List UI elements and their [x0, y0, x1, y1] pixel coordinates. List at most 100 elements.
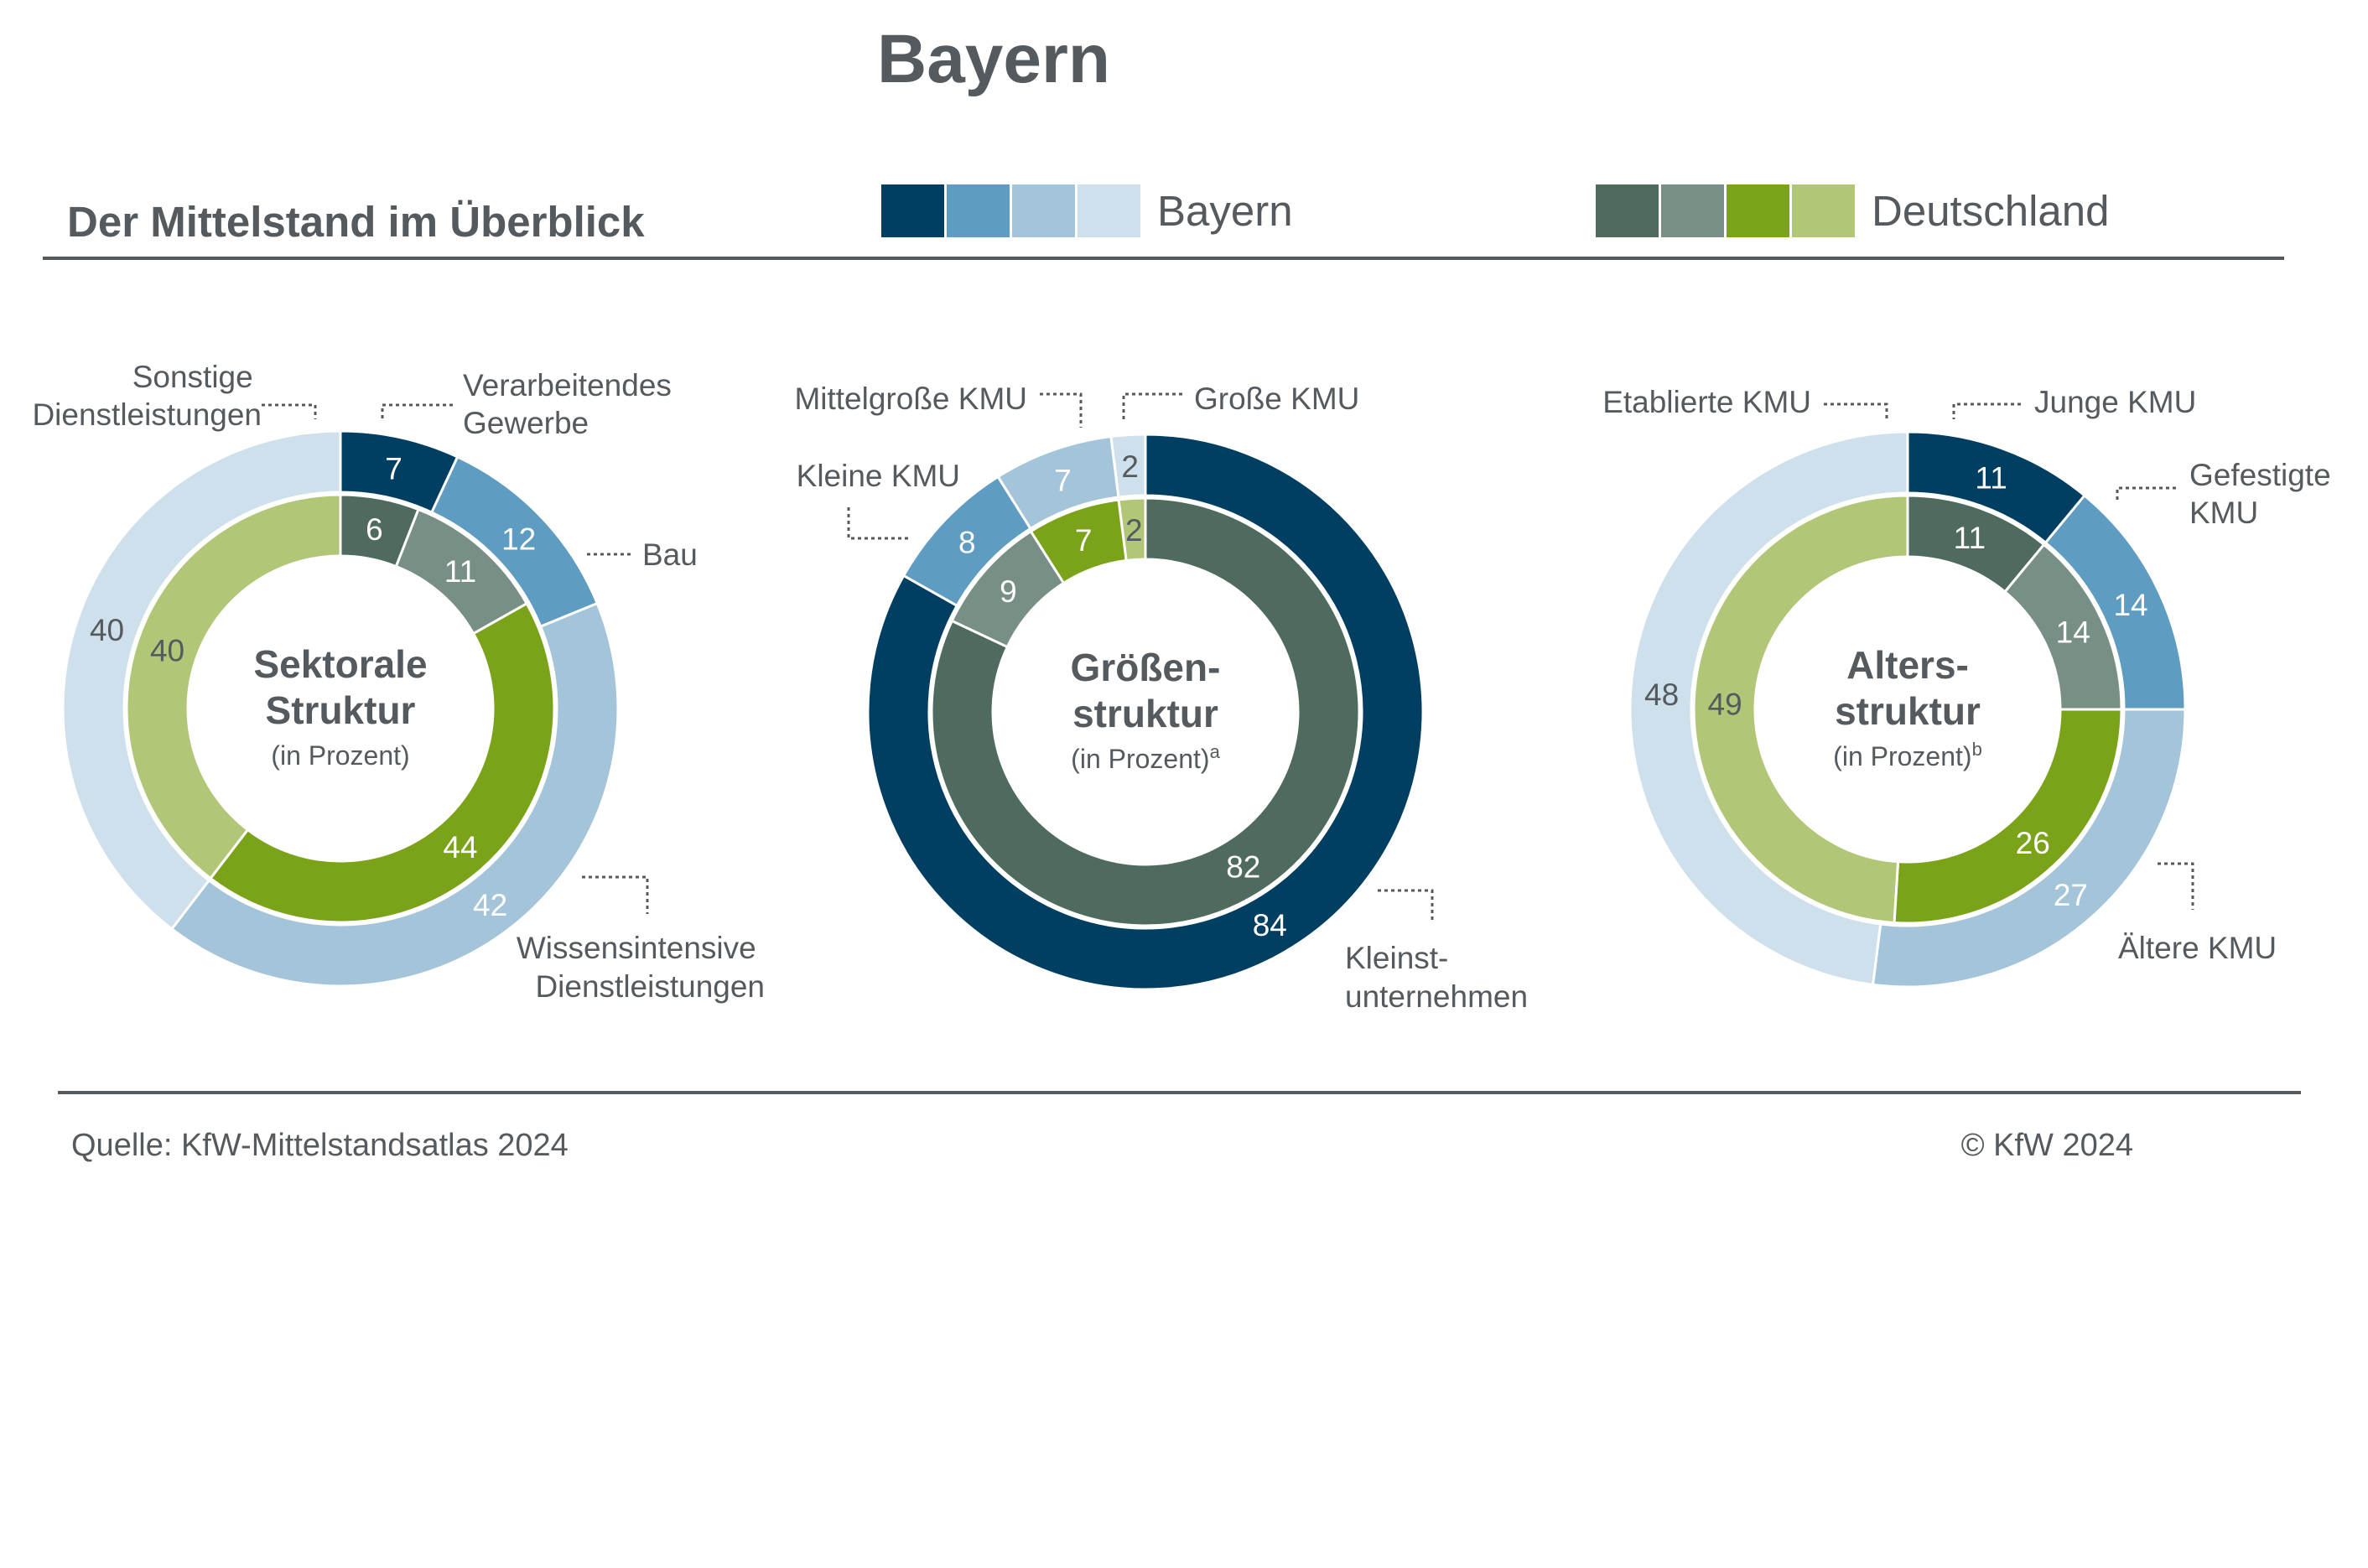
- leader-line: [1378, 889, 1434, 922]
- footnote-marker: b: [1972, 739, 1982, 760]
- data-label: 48: [1644, 678, 1679, 712]
- callout-line: Gefestigte: [2189, 458, 2331, 492]
- data-label: 14: [2056, 615, 2090, 650]
- donut-segment-inner: [930, 496, 1361, 927]
- data-label: 11: [444, 554, 476, 589]
- donut-segment-outer: [866, 433, 1425, 991]
- legend-swatch: [1792, 184, 1855, 237]
- center-sublabel: (in Prozent)a: [1071, 741, 1220, 774]
- data-label: 42: [473, 888, 507, 922]
- callout-sonstige-dienstleistungen: Sonstige Dienstleistungen: [32, 360, 262, 432]
- donut-segment-outer: [1871, 708, 2187, 989]
- donut-chart-3: 11 14 27 48 11 14 26 49 Alters-struktur (in Proze…: [1628, 430, 2187, 989]
- legend-swatch: [1661, 184, 1724, 237]
- data-label: 40: [90, 613, 124, 647]
- legend-swatch: [1596, 184, 1659, 237]
- legend-swatch: [947, 184, 1010, 237]
- donut-segment-inner: [1117, 496, 1147, 563]
- data-label: 26: [2016, 826, 2050, 860]
- data-label: 6: [366, 512, 383, 547]
- callout-line: KMU: [2189, 496, 2258, 530]
- footnote-marker: a: [1210, 741, 1221, 762]
- data-label: 11: [1975, 461, 2007, 496]
- center-label: struktur: [1072, 692, 1218, 735]
- callout-kleine-kmu: Kleine KMU: [797, 459, 960, 493]
- center-sublabel: (in Prozent): [271, 740, 409, 771]
- leader-line: [847, 507, 910, 540]
- callout-verarbeitendes-gewerbe: Verarbeitendes Gewerbe: [463, 368, 680, 440]
- leader-line: [582, 875, 649, 914]
- callout-aeltere-kmu: Ältere KMU: [2118, 931, 2277, 965]
- legend-label-deutschland: Deutschland: [1872, 187, 2110, 235]
- legend-label-bayern: Bayern: [1157, 187, 1293, 235]
- callout-etablierte-kmu: Etablierte KMU: [1602, 385, 1811, 419]
- callout-line: Kleinst-: [1345, 941, 1448, 975]
- donut-segment-inner: [1893, 708, 2123, 925]
- callout-line: Verarbeitendes: [463, 368, 672, 402]
- callout-line: Wissensintensive: [517, 931, 756, 965]
- data-label: 44: [443, 830, 477, 864]
- callout-grosse-kmu: Große KMU: [1194, 382, 1359, 416]
- donut-segment-inner: [208, 601, 556, 924]
- donut-segment-outer: [169, 601, 620, 988]
- data-label: 14: [2113, 588, 2147, 622]
- donut-segment-inner: [125, 493, 342, 880]
- data-label: 40: [150, 633, 184, 667]
- data-label: 12: [501, 522, 536, 556]
- data-label: 7: [385, 451, 402, 485]
- data-label: 49: [1708, 687, 1742, 721]
- leader-line: [381, 403, 453, 419]
- leader-line: [2116, 486, 2176, 503]
- legend-swatch: [1012, 184, 1075, 237]
- callout-gefestigte-kmu: Gefestigte KMU: [2189, 458, 2339, 530]
- leader-line: [1824, 402, 1888, 419]
- leader-line: [1122, 392, 1182, 419]
- leader-line: [1952, 402, 2021, 419]
- center-label: Größen-: [1071, 646, 1221, 689]
- donut-segment-outer: [61, 429, 342, 931]
- data-label: 2: [1121, 449, 1139, 484]
- center-label: Struktur: [266, 688, 416, 732]
- leader-lines: [262, 392, 2194, 922]
- data-label: 8: [958, 525, 976, 559]
- legend-bayern: Bayern: [881, 184, 1293, 237]
- leader-line: [1040, 392, 1083, 428]
- data-label: 9: [1000, 574, 1017, 609]
- data-label: 11: [1954, 521, 1986, 555]
- donut-segment-outer: [1109, 433, 1147, 499]
- legend-swatch: [881, 184, 944, 237]
- legend-swatch: [1727, 184, 1789, 237]
- legend-deutschland: Deutschland: [1596, 184, 2110, 237]
- callout-kleinst-unternehmen: Kleinst- unternehmen: [1345, 941, 1528, 1014]
- source-note: Quelle: KfW-Mittelstandsatlas 2024: [71, 1128, 569, 1163]
- leader-line: [2158, 862, 2194, 910]
- callout-wissensintensive-dienstleistungen: Wissensintensive Dienstleistungen: [517, 931, 765, 1004]
- data-label: 27: [2054, 878, 2088, 912]
- donut-segment-inner: [1692, 494, 1909, 925]
- callout-mittelgrosse-kmu: Mittelgroße KMU: [794, 382, 1027, 416]
- callout-line: Dienstleistungen: [32, 397, 262, 432]
- data-label: 7: [1075, 523, 1093, 558]
- callout-line: unternehmen: [1345, 979, 1528, 1014]
- center-label: Sektorale: [253, 642, 427, 686]
- data-label: 7: [1054, 463, 1072, 497]
- callouts: Sonstige Dienstleistungen Verarbeitendes…: [32, 360, 2339, 1014]
- data-label: 2: [1125, 513, 1143, 548]
- callout-junge-kmu: Junge KMU: [2034, 385, 2196, 419]
- center-label: Alters-: [1846, 643, 1969, 687]
- leader-line: [262, 403, 317, 419]
- callout-line: Dienstleistungen: [535, 969, 765, 1004]
- center-sublabel: (in Prozent)b: [1833, 739, 1982, 771]
- data-label: 84: [1253, 908, 1287, 942]
- copyright-note: © KfW 2024: [1961, 1128, 2133, 1163]
- legend-swatch: [1078, 184, 1140, 237]
- section-subtitle: Der Mittelstand im Überblick: [67, 198, 645, 246]
- data-label: 82: [1226, 849, 1260, 884]
- callout-line: Sonstige: [132, 360, 253, 394]
- callout-bau: Bau: [642, 537, 698, 572]
- callout-line: Gewerbe: [463, 406, 589, 440]
